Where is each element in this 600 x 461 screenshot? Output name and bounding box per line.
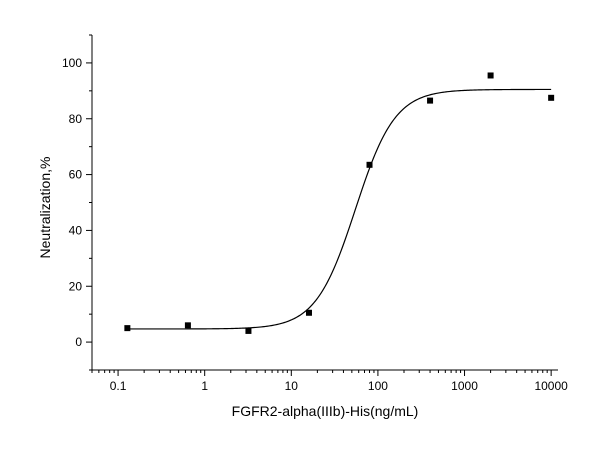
x-tick-label: 10000	[534, 379, 568, 393]
y-tick-label: 0	[75, 335, 82, 349]
data-point	[366, 161, 373, 168]
y-axis-title: Neutralization,%	[37, 157, 53, 259]
data-point	[548, 94, 555, 101]
data-point	[245, 327, 252, 334]
y-tick-label: 40	[69, 223, 83, 237]
data-point	[305, 309, 312, 316]
data-points	[124, 72, 555, 334]
x-tick-label: 10	[285, 379, 299, 393]
y-tick-label: 60	[69, 168, 83, 182]
x-tick-label: 100	[368, 379, 388, 393]
y-tick-label: 100	[62, 56, 82, 70]
fit-curve-layer	[124, 88, 552, 330]
fit-curve	[124, 88, 552, 330]
y-tick-label: 20	[69, 279, 83, 293]
x-tick-label: 1000	[451, 379, 478, 393]
data-point	[487, 72, 494, 79]
axis-labels: FGFR2-alpha(IIIb)-His(ng/mL) Neutralizat…	[37, 157, 418, 419]
data-point	[184, 322, 191, 329]
x-tick-label: 0.1	[110, 379, 127, 393]
axes: 0 20 40 60 80 100 0.1 1 10 100 1000 10000	[62, 34, 568, 393]
data-point	[124, 325, 131, 332]
y-tick-label: 80	[69, 112, 83, 126]
data-point	[427, 97, 434, 104]
x-tick-label: 1	[201, 379, 208, 393]
x-axis-title: FGFR2-alpha(IIIb)-His(ng/mL)	[232, 403, 419, 419]
